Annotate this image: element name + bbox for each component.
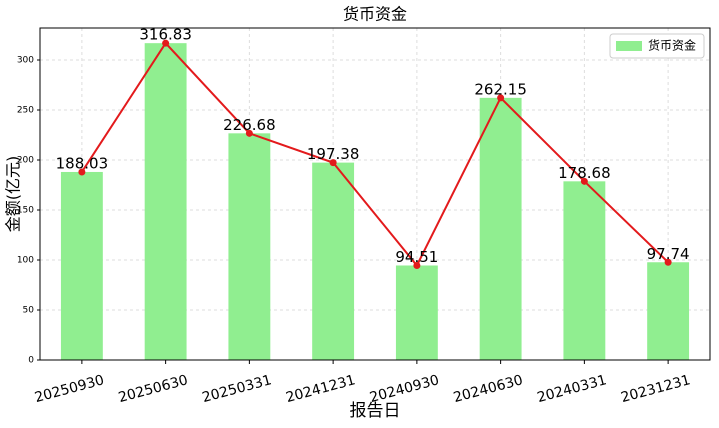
y-tick-label: 100: [17, 256, 34, 266]
value-label: 188.03: [56, 154, 109, 172]
bar: [395, 265, 438, 360]
point: [664, 258, 672, 266]
x-tick-label: 20240930: [368, 372, 441, 406]
point: [245, 129, 253, 137]
point: [162, 39, 170, 47]
x-tick-label: 20231231: [619, 372, 692, 406]
y-tick-label: 200: [17, 156, 34, 166]
value-label: 316.83: [139, 26, 192, 44]
legend-swatch: [616, 41, 642, 51]
value-label: 262.15: [474, 80, 527, 98]
point: [329, 159, 337, 167]
x-tick-label: 20250331: [200, 372, 273, 406]
plot-frame: [39, 27, 711, 361]
y-tick-label: 250: [17, 106, 34, 116]
value-label: 197.38: [307, 145, 360, 163]
chart-title: 货币资金: [343, 5, 407, 24]
point: [413, 261, 421, 269]
point: [580, 177, 588, 185]
x-tick-label: 20240630: [452, 372, 525, 406]
point: [78, 168, 86, 176]
bar: [647, 262, 690, 360]
y-tick-label: 0: [28, 356, 34, 366]
value-label: 178.68: [558, 164, 611, 182]
x-tick-label: 20250630: [117, 372, 190, 406]
x-axis-label: 报告日: [350, 401, 401, 421]
y-tick-label: 50: [23, 306, 35, 316]
x-tick-label: 20240331: [535, 372, 608, 406]
bar: [144, 43, 187, 361]
bar: [312, 162, 355, 360]
legend-label: 货币资金: [648, 38, 696, 53]
y-axis-label: 金额(亿元): [4, 156, 23, 233]
legend-box: [609, 33, 705, 59]
value-label: 226.68: [223, 116, 276, 134]
value-label: 97.74: [647, 245, 690, 263]
bar: [479, 97, 522, 360]
point: [497, 94, 505, 102]
bar: [228, 133, 271, 360]
trend-line: [81, 41, 669, 268]
x-tick-label: 20250930: [33, 372, 106, 406]
bar: [60, 171, 103, 360]
y-tick-label: 300: [17, 56, 34, 66]
y-tick-label: 150: [17, 206, 34, 216]
x-tick-label: 20241231: [284, 372, 357, 406]
bar: [563, 181, 606, 360]
legend: 货币资金: [609, 33, 705, 59]
value-label: 94.51: [395, 248, 438, 266]
